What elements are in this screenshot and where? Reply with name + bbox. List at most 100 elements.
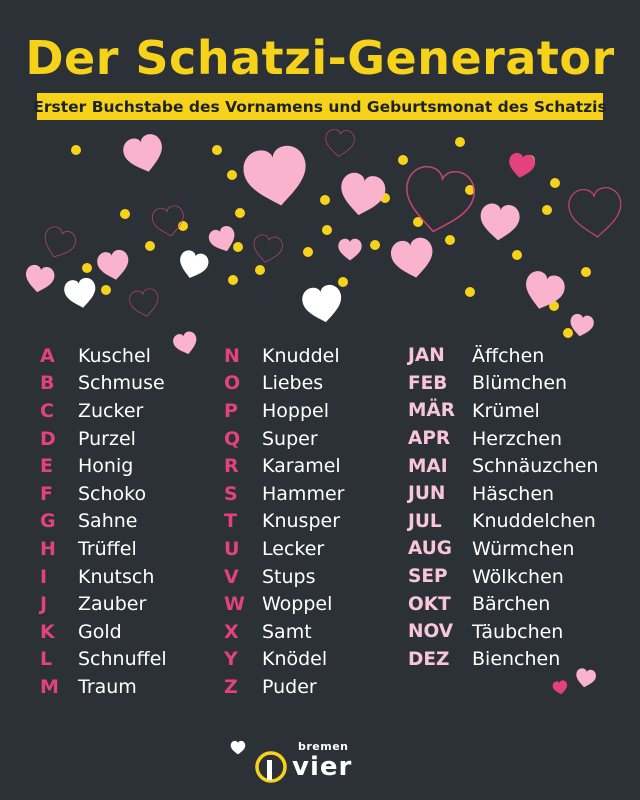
letter-key: Z xyxy=(224,675,238,698)
letter-key: Q xyxy=(224,427,241,450)
name-part: Gold xyxy=(78,620,122,643)
letters-left-column: A Kuschel B Schmuse C Zucker D Purzel E Honig… xyxy=(40,342,167,701)
letters-right-column: N Knuddel O Liebes P Hoppel Q Super R Karamel… xyxy=(224,342,344,701)
logo-bottom-text: vier xyxy=(292,752,353,782)
list-item: P Hoppel xyxy=(224,397,344,425)
letter-key: V xyxy=(224,565,239,588)
logo-top-text: bremen xyxy=(298,740,349,753)
name-part: Bärchen xyxy=(472,593,551,616)
list-item: Y Knödel xyxy=(224,646,344,674)
name-part: Honig xyxy=(78,455,134,478)
logo-ring-icon xyxy=(255,751,287,783)
letter-key: I xyxy=(40,565,48,588)
name-part: Schmuse xyxy=(78,372,165,395)
letter-key: E xyxy=(40,455,53,478)
name-part: Samt xyxy=(262,620,312,643)
name-part: Würmchen xyxy=(472,537,575,560)
list-item: APR Herzchen xyxy=(408,425,598,453)
list-item: NOV Täubchen xyxy=(408,618,598,646)
name-part: Puder xyxy=(262,675,317,698)
name-part: Krümel xyxy=(472,399,540,422)
page-title: Der Schatzi-Generator xyxy=(25,31,615,85)
name-part: Hammer xyxy=(262,482,345,505)
list-item: E Honig xyxy=(40,452,167,480)
page-subtitle: Erster Buchstabe des Vornamens und Gebur… xyxy=(33,97,607,116)
letter-key: W xyxy=(224,593,245,616)
name-part: Schnuffel xyxy=(78,648,167,671)
name-part: Täubchen xyxy=(472,620,564,643)
name-part: Knusper xyxy=(262,510,341,533)
list-item: D Purzel xyxy=(40,425,167,453)
name-part: Knuddel xyxy=(262,344,340,367)
month-key: OKT xyxy=(408,593,451,615)
list-item: L Schnuffel xyxy=(40,646,167,674)
letter-key: P xyxy=(224,399,238,422)
name-part: Blümchen xyxy=(472,372,568,395)
month-key: NOV xyxy=(408,621,454,643)
month-key: APR xyxy=(408,428,451,450)
list-item: C Zucker xyxy=(40,397,167,425)
name-part: Schoko xyxy=(78,482,147,505)
name-part: Super xyxy=(262,427,318,450)
month-key: JUL xyxy=(408,510,442,532)
letter-key: R xyxy=(224,455,239,478)
name-part: Knuddelchen xyxy=(472,510,596,533)
list-item: S Hammer xyxy=(224,480,344,508)
list-item: DEZ Bienchen xyxy=(408,646,598,674)
letter-key: A xyxy=(40,344,55,367)
letter-key: O xyxy=(224,372,241,395)
list-item: Z Puder xyxy=(224,673,344,701)
letter-key: U xyxy=(224,537,240,560)
months-column: JAN Äffchen FEB Blümchen MÄR Krümel APR Herz… xyxy=(408,342,598,673)
month-key: JUN xyxy=(408,483,446,505)
letter-key: K xyxy=(40,620,55,643)
name-part: Äffchen xyxy=(472,344,545,367)
list-item: F Schoko xyxy=(40,480,167,508)
name-part: Knutsch xyxy=(78,565,155,588)
letter-key: T xyxy=(224,510,237,533)
list-item: W Woppel xyxy=(224,590,344,618)
list-item: SEP Wölkchen xyxy=(408,563,598,591)
letter-key: D xyxy=(40,427,56,450)
month-key: DEZ xyxy=(408,648,450,670)
letter-key: F xyxy=(40,482,53,505)
list-item: MÄR Krümel xyxy=(408,397,598,425)
letter-key: H xyxy=(40,537,56,560)
list-item: J Zauber xyxy=(40,590,167,618)
name-part: Häschen xyxy=(472,482,555,505)
list-item: U Lecker xyxy=(224,535,344,563)
list-item: AUG Würmchen xyxy=(408,535,598,563)
letter-key: X xyxy=(224,620,239,643)
list-item: JUL Knuddelchen xyxy=(408,508,598,536)
name-part: Karamel xyxy=(262,455,341,478)
name-part: Wölkchen xyxy=(472,565,564,588)
list-item: OKT Bärchen xyxy=(408,590,598,618)
list-item: G Sahne xyxy=(40,508,167,536)
month-key: MAI xyxy=(408,455,448,477)
subtitle-banner: Erster Buchstabe des Vornamens und Gebur… xyxy=(33,93,607,120)
name-part: Herzchen xyxy=(472,427,562,450)
list-item: B Schmuse xyxy=(40,370,167,398)
name-part: Sahne xyxy=(78,510,138,533)
list-item: JUN Häschen xyxy=(408,480,598,508)
list-item: A Kuschel xyxy=(40,342,167,370)
name-part: Purzel xyxy=(78,427,136,450)
list-item: K Gold xyxy=(40,618,167,646)
list-item: M Traum xyxy=(40,673,167,701)
list-item: V Stups xyxy=(224,563,344,591)
month-key: MÄR xyxy=(408,400,455,422)
name-part: Knödel xyxy=(262,648,328,671)
name-part: Hoppel xyxy=(262,399,330,422)
list-item: R Karamel xyxy=(224,452,344,480)
letter-key: G xyxy=(40,510,56,533)
list-item: X Samt xyxy=(224,618,344,646)
name-part: Stups xyxy=(262,565,316,588)
letter-key: Y xyxy=(224,648,238,671)
name-part: Zucker xyxy=(78,399,144,422)
letter-key: M xyxy=(40,675,59,698)
list-item: O Liebes xyxy=(224,370,344,398)
list-item: H Trüffel xyxy=(40,535,167,563)
name-part: Kuschel xyxy=(78,344,151,367)
logo-bar-icon xyxy=(267,760,272,780)
name-part: Liebes xyxy=(262,372,324,395)
